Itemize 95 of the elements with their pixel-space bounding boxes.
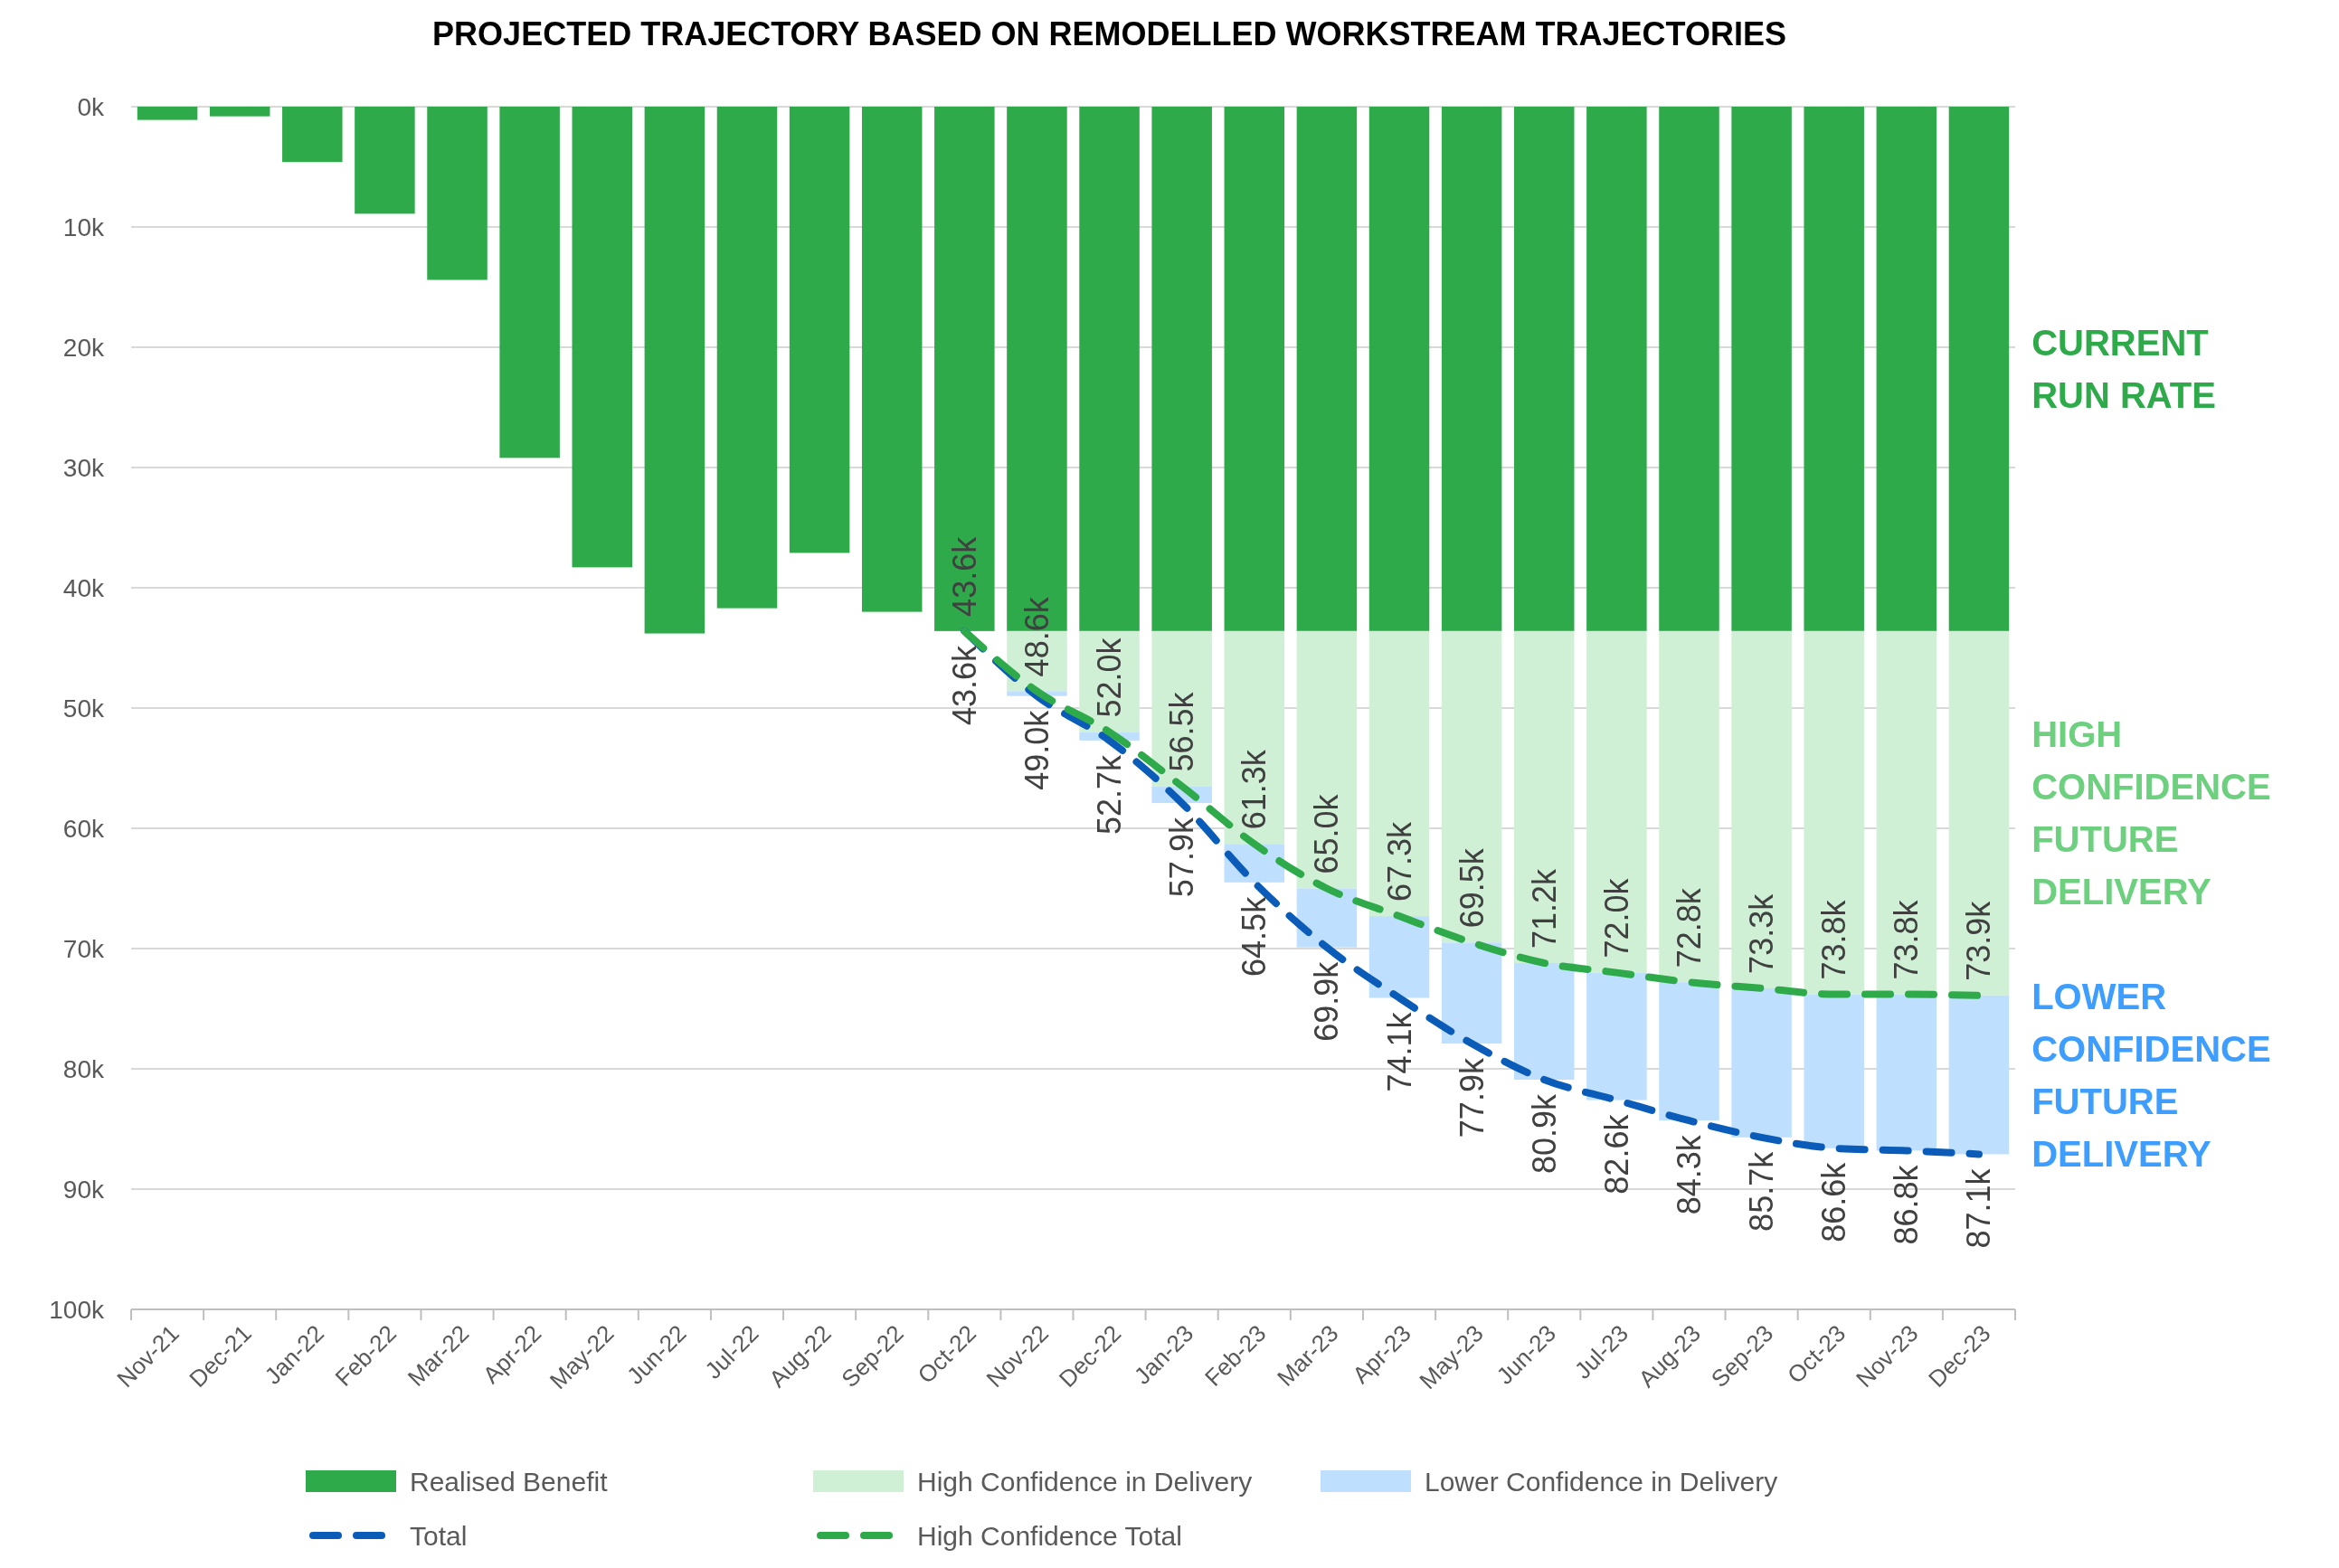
y-tick-label: 40k [62,573,105,602]
data-label: 85.7k [1743,1150,1781,1232]
bar [1514,107,1575,631]
data-label: 56.5k [1163,691,1201,772]
bar [1659,982,1719,1121]
bar [1804,994,1864,1148]
data-label: 64.5k [1236,895,1274,977]
data-label: 69.5k [1453,847,1491,929]
data-label: 86.8k [1888,1164,1926,1245]
bar [1296,107,1358,631]
data-label: 69.9k [1308,960,1346,1042]
bar [1441,630,1502,943]
bar [499,107,560,458]
data-label: 73.8k [1888,899,1926,980]
data-label: 65.0k [1308,793,1346,874]
bar [1876,630,1937,995]
bar [1586,972,1647,1100]
bar [1079,107,1140,631]
data-label: 43.6k [945,644,983,725]
bar [1586,630,1647,973]
data-label: 74.1k [1380,1011,1418,1092]
data-label: 73.9k [1960,900,1998,981]
bar [1876,994,1937,1151]
data-label: 73.3k [1743,893,1781,974]
bar [1804,107,1864,631]
text: LOWER CONFIDENCE FUTURE DELIVERY [2031,976,2271,1174]
bar [1731,987,1792,1138]
legend-label: High Confidence in Delivery [917,1466,1253,1497]
bar [1804,630,1864,995]
bar [355,107,415,214]
y-tick-label: 20k [62,333,105,362]
data-label: 87.1k [1960,1167,1998,1249]
y-tick-label: 100k [49,1295,105,1324]
bar [1151,630,1212,787]
y-tick-label: 0k [77,92,105,121]
text: CURRENT RUN RATE [2031,322,2216,415]
data-label: 72.8k [1670,887,1708,968]
bar [1659,630,1719,983]
bar [1514,630,1575,963]
y-tick-label: 90k [62,1175,105,1204]
y-tick-label: 30k [62,453,105,482]
bar [789,107,850,553]
data-label: 73.8k [1815,899,1853,980]
bar [1948,107,2010,631]
bar [1586,107,1647,631]
bar [572,107,632,568]
data-label: 77.9k [1453,1057,1491,1138]
legend-label: High Confidence Total [917,1520,1182,1551]
chart-title: PROJECTED TRAJECTORY BASED ON REMODELLED WORKSTREAM TRAJECTORIES [432,15,1786,52]
bar [1731,107,1792,631]
bar [427,107,488,280]
bar [209,107,270,117]
y-tick-label: 70k [62,934,105,963]
legend-label: Realised Benefit [410,1466,609,1497]
data-label: 52.0k [1091,637,1129,718]
bar [1296,630,1358,889]
data-label: 67.3k [1380,821,1418,902]
y-tick-label: 10k [62,213,105,241]
data-label: 49.0k [1018,709,1056,790]
bar [716,107,778,609]
y-tick-label: 60k [62,814,105,843]
data-label: 84.3k [1670,1134,1708,1215]
bar [1368,630,1430,917]
data-label: 43.6k [945,535,983,617]
legend-label: Lower Confidence in Delivery [1425,1466,1778,1497]
bar [1659,107,1719,631]
bar [282,107,343,163]
bar [1368,916,1430,998]
data-label: 71.2k [1525,867,1563,949]
data-label: 48.6k [1018,596,1056,677]
bar [861,107,923,612]
data-label: 72.0k [1597,877,1635,959]
bar [1441,107,1502,631]
data-label: 80.9k [1525,1092,1563,1175]
bar [1948,995,2010,1155]
data-label: 86.6k [1815,1161,1853,1242]
data-label: 57.9k [1163,817,1201,898]
bar [1224,107,1285,631]
bar [1876,107,1937,631]
bar [644,107,705,634]
bar [1151,107,1212,631]
y-tick-label: 50k [62,694,105,723]
bar [1441,942,1502,1044]
legend-label: Total [410,1520,468,1551]
bar [1731,630,1792,988]
data-label: 61.3k [1236,749,1274,830]
y-tick-label: 80k [62,1054,105,1083]
text: HIGH CONFIDENCE FUTURE DELIVERY [2031,714,2271,912]
bar [1368,107,1430,631]
bar [1514,962,1575,1080]
bar [137,107,198,120]
bar [1224,630,1285,845]
data-label: 52.7k [1091,753,1129,835]
data-label: 82.6k [1597,1113,1635,1195]
bar [1948,630,2010,996]
